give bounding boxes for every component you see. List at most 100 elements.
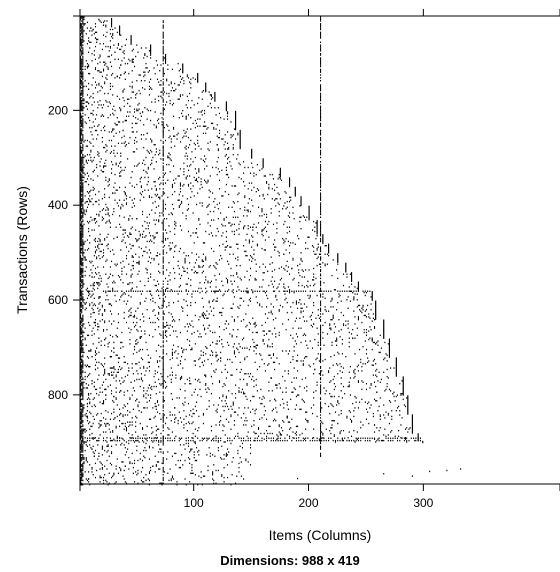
matrix-cell	[217, 156, 219, 159]
matrix-cell	[209, 354, 211, 356]
matrix-cell	[248, 239, 250, 241]
matrix-cell	[94, 321, 97, 324]
matrix-cell	[187, 421, 190, 423]
matrix-cell	[94, 67, 97, 69]
matrix-cell	[154, 405, 156, 408]
matrix-cell	[179, 247, 181, 250]
matrix-cell	[154, 200, 156, 203]
matrix-cell	[106, 445, 108, 447]
matrix-cell	[156, 401, 159, 403]
matrix-cell	[131, 50, 133, 52]
matrix-cell	[106, 101, 108, 103]
matrix-cell	[132, 245, 134, 247]
matrix-cell	[186, 378, 188, 381]
matrix-cell	[119, 172, 121, 174]
matrix-cell	[116, 152, 118, 154]
matrix-cell	[86, 417, 88, 419]
matrix-cell	[206, 206, 208, 209]
matrix-cell	[200, 158, 202, 160]
matrix-cell	[193, 331, 195, 334]
matrix-cell	[125, 203, 128, 206]
matrix-cell	[186, 293, 188, 295]
dense-row-cell	[263, 290, 265, 292]
frontier-cell	[411, 426, 413, 429]
matrix-cell	[324, 392, 326, 395]
matrix-cell	[271, 198, 273, 200]
matrix-cell	[255, 296, 257, 298]
matrix-cell	[164, 422, 167, 425]
matrix-cell	[311, 326, 314, 328]
matrix-cell	[105, 176, 107, 179]
matrix-cell	[114, 58, 116, 61]
matrix-cell	[207, 148, 209, 150]
matrix-cell	[197, 135, 199, 137]
matrix-cell	[109, 33, 111, 35]
matrix-cell	[81, 209, 83, 211]
matrix-cell	[143, 230, 145, 233]
matrix-cell	[208, 189, 210, 191]
matrix-cell	[168, 304, 170, 307]
matrix-cell	[173, 318, 175, 321]
matrix-cell	[354, 375, 356, 378]
matrix-cell	[89, 72, 91, 75]
matrix-cell	[300, 327, 302, 329]
dense-row-cell	[330, 290, 332, 292]
frontier-cell	[375, 307, 377, 309]
matrix-cell	[249, 464, 252, 466]
matrix-cell	[137, 341, 139, 344]
matrix-cell	[330, 395, 332, 398]
matrix-cell	[156, 371, 159, 374]
matrix-cell	[278, 203, 280, 206]
matrix-cell	[111, 74, 113, 76]
matrix-cell	[349, 300, 351, 302]
matrix-cell	[259, 195, 261, 197]
matrix-cell	[322, 331, 324, 334]
matrix-cell	[135, 253, 137, 255]
matrix-cell	[199, 188, 201, 190]
matrix-cell	[109, 28, 111, 31]
matrix-cell	[145, 246, 147, 248]
matrix-cell	[138, 262, 140, 264]
matrix-cell	[132, 58, 134, 61]
matrix-cell	[204, 109, 206, 112]
matrix-cell	[324, 263, 326, 265]
matrix-cell	[182, 136, 184, 139]
matrix-cell	[309, 340, 311, 342]
matrix-cell	[156, 428, 159, 430]
matrix-cell	[84, 259, 86, 261]
matrix-cell	[286, 434, 288, 436]
matrix-cell	[174, 82, 176, 85]
frontier-cell	[383, 321, 385, 323]
matrix-cell	[142, 233, 144, 236]
matrix-cell	[210, 94, 213, 96]
matrix-cell	[133, 459, 136, 462]
matrix-cell	[289, 212, 291, 214]
matrix-cell	[257, 435, 260, 438]
matrix-cell	[90, 269, 92, 271]
matrix-cell	[178, 84, 180, 86]
matrix-cell	[148, 418, 150, 420]
matrix-cell	[102, 43, 105, 45]
matrix-cell	[328, 254, 330, 257]
matrix-cell	[214, 291, 216, 294]
matrix-cell	[97, 246, 99, 248]
matrix-cell	[189, 383, 191, 385]
matrix-cell	[105, 398, 107, 401]
matrix-cell	[213, 314, 215, 317]
matrix-cell	[89, 428, 91, 430]
frontier-cell	[164, 53, 167, 56]
frontier-cell	[375, 316, 377, 319]
matrix-cell	[125, 144, 128, 146]
matrix-cell	[92, 415, 94, 418]
matrix-cell	[272, 419, 275, 422]
matrix-cell	[122, 260, 124, 263]
matrix-cell	[120, 34, 122, 36]
matrix-cell	[293, 377, 295, 379]
matrix-cell	[86, 139, 88, 142]
matrix-cell	[120, 171, 122, 173]
matrix-cell	[125, 321, 128, 324]
matrix-cell	[112, 34, 114, 36]
matrix-cell	[245, 313, 247, 315]
matrix-cell	[109, 82, 111, 85]
matrix-cell	[187, 437, 190, 439]
